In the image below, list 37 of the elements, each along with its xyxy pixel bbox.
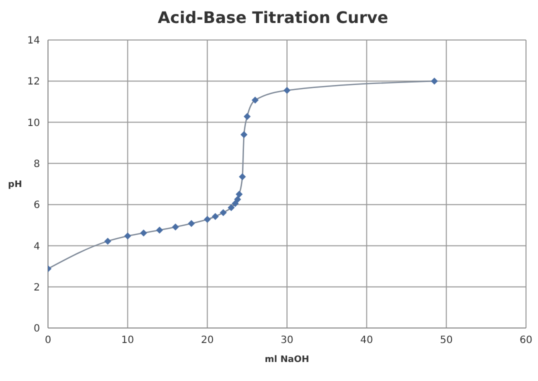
x-tick-label: 30 <box>280 335 294 346</box>
x-axis-title: ml NaOH <box>264 355 310 365</box>
y-axis-title: pH <box>8 180 22 190</box>
x-tick-label: 60 <box>520 335 532 346</box>
x-tick-label: 10 <box>121 335 134 346</box>
x-tick-label: 50 <box>440 335 453 346</box>
point <box>156 226 164 234</box>
point <box>238 173 246 180</box>
y-tick-label: 14 <box>27 36 40 47</box>
y-tick-label: 10 <box>27 118 40 129</box>
y-tick-label: 12 <box>27 76 40 88</box>
point <box>240 131 248 138</box>
point <box>204 216 211 223</box>
point <box>236 190 243 198</box>
y-tick-label: 0 <box>34 324 40 335</box>
point <box>232 200 239 208</box>
point <box>212 213 219 220</box>
point <box>244 113 251 120</box>
point <box>234 196 242 203</box>
x-tick-label: 40 <box>360 335 374 346</box>
point <box>284 86 290 94</box>
y-tick-label: 2 <box>34 282 40 294</box>
chart-title: Acid-Base Titration Curve <box>156 8 390 29</box>
point <box>104 238 112 245</box>
point <box>430 78 438 85</box>
x-tick-label: 0 <box>44 335 52 346</box>
x-tick-label: 20 <box>200 335 214 346</box>
y-tick-label: 4 <box>34 241 40 252</box>
point <box>188 220 195 227</box>
point <box>172 223 179 230</box>
y-tick-label: 6 <box>34 200 40 212</box>
point <box>220 209 227 216</box>
y-tick-label: 8 <box>34 158 40 170</box>
point <box>124 232 132 240</box>
point <box>228 204 235 212</box>
point <box>252 96 259 104</box>
point <box>140 229 148 236</box>
